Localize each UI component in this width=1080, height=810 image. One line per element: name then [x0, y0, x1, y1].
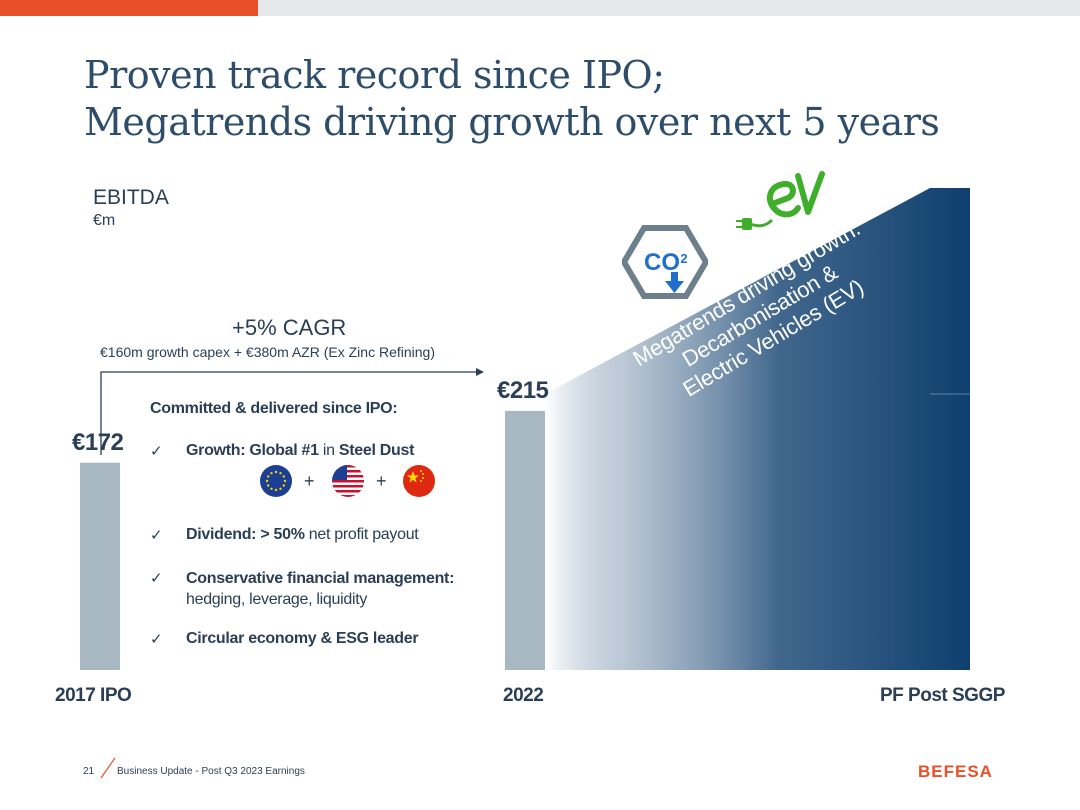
cagr-note: €160m growth capex + €380m AZR (Ex Zinc …	[100, 344, 435, 360]
growth-wedge	[545, 188, 970, 670]
value-label-2022: €215	[497, 376, 549, 404]
plus-sign: +	[376, 471, 387, 491]
befesa-logo: BEFESA	[918, 762, 993, 781]
china-flag-icon	[403, 465, 435, 497]
ev-plug-icon	[736, 171, 825, 230]
title-line-1: Proven track record since IPO;	[84, 53, 665, 97]
svg-text:2: 2	[680, 251, 687, 266]
page-number: 21	[83, 766, 95, 777]
us-flag-icon	[332, 465, 364, 497]
bullet-financial: ✓ Conservative financial management: hed…	[150, 568, 454, 610]
title-line-2: Megatrends driving growth over next 5 ye…	[84, 100, 940, 144]
check-icon: ✓	[150, 570, 163, 587]
cagr-label: +5% CAGR	[232, 315, 347, 340]
bullet-growth-bold: Growth: Global #1	[186, 442, 319, 459]
bullet-dividend: ✓ Dividend: > 50% net profit payout	[150, 526, 419, 544]
bar-2017-ipo	[80, 462, 120, 670]
bullet-financial-rest: hedging, leverage, liquidity	[186, 591, 368, 608]
x-tick-2022: 2022	[503, 685, 544, 706]
x-tick-2017-ipo: 2017 IPO	[55, 685, 132, 706]
bullet-growth-bold-2: Steel Dust	[338, 442, 415, 459]
bullet-esg-bold: Circular economy & ESG leader	[186, 630, 419, 647]
value-label-2017: €172	[72, 428, 124, 456]
cagr-arrowhead	[476, 368, 484, 376]
bullet-dividend-rest: net profit payout	[304, 526, 419, 543]
page-title: Proven track record since IPO; Megatrend…	[84, 52, 940, 146]
highlights-heading: Committed & delivered since IPO:	[150, 400, 398, 417]
check-icon: ✓	[150, 527, 163, 544]
check-icon: ✓	[150, 443, 163, 460]
footer-slash-icon	[100, 757, 116, 779]
bullet-esg: ✓ Circular economy & ESG leader	[150, 630, 419, 648]
bullet-growth-mid: in	[318, 442, 339, 459]
bullet-growth: ✓ Growth: Global #1 in Steel Dust	[150, 442, 414, 460]
unit-label: €m	[93, 212, 116, 229]
cagr-arrow	[100, 371, 476, 455]
metric-label: EBITDA	[93, 186, 169, 209]
plus-sign: +	[304, 471, 315, 491]
top-grey-bar	[258, 0, 1080, 16]
x-tick-pf-post-sggp: PF Post SGGP	[880, 685, 1005, 706]
footer-text: Business Update - Post Q3 2023 Earnings	[117, 766, 305, 777]
eu-flag-icon	[260, 465, 292, 497]
co2-reduction-icon: CO 2	[622, 225, 708, 299]
highlights-list: Committed & delivered since IPO: ✓ Growt…	[150, 400, 510, 648]
top-accent-bar	[0, 0, 258, 16]
bar-2022	[505, 410, 545, 670]
check-icon: ✓	[150, 631, 163, 648]
bullet-financial-bold: Conservative financial management:	[186, 570, 455, 587]
svg-text:CO: CO	[644, 249, 680, 276]
bullet-dividend-bold: Dividend: > 50%	[186, 526, 305, 543]
